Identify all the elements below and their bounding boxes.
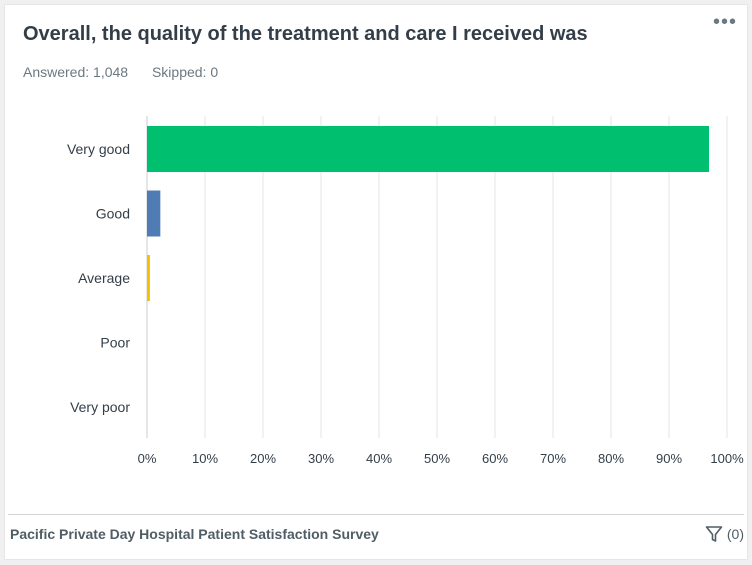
x-tick-label: 40% — [366, 451, 392, 466]
more-dots-icon[interactable]: ••• — [712, 11, 737, 33]
bar — [147, 126, 710, 172]
bar — [147, 255, 150, 301]
answered-count: Answered: 1,048 — [23, 64, 129, 80]
bar — [147, 190, 161, 237]
x-tick-label: 10% — [192, 451, 218, 466]
question-card: Overall, the quality of the treatment an… — [4, 4, 748, 560]
x-tick-label: 30% — [308, 451, 334, 466]
x-tick-label: 70% — [540, 451, 566, 466]
filter-button[interactable]: (0) — [705, 525, 744, 543]
category-label: Very good — [67, 141, 130, 157]
skipped-count: Skipped: 0 — [151, 64, 219, 80]
question-title: Overall, the quality of the treatment an… — [23, 23, 588, 45]
category-label: Poor — [100, 335, 130, 351]
x-tick-label: 100% — [710, 451, 744, 466]
survey-name: Pacific Private Day Hospital Patient Sat… — [10, 526, 379, 542]
x-tick-label: 20% — [250, 451, 276, 466]
x-tick-label: 60% — [482, 451, 508, 466]
category-label: Good — [96, 206, 130, 222]
response-stats: Answered: 1,048 Skipped: 0 — [23, 64, 218, 80]
category-label: Very poor — [70, 399, 130, 415]
x-tick-label: 0% — [138, 451, 157, 466]
x-tick-label: 80% — [598, 451, 624, 466]
x-tick-label: 90% — [656, 451, 682, 466]
filter-count: (0) — [726, 526, 744, 542]
filter-icon — [705, 526, 723, 542]
category-label: Average — [78, 270, 130, 286]
footer-divider — [8, 514, 744, 515]
x-tick-label: 50% — [424, 451, 450, 466]
